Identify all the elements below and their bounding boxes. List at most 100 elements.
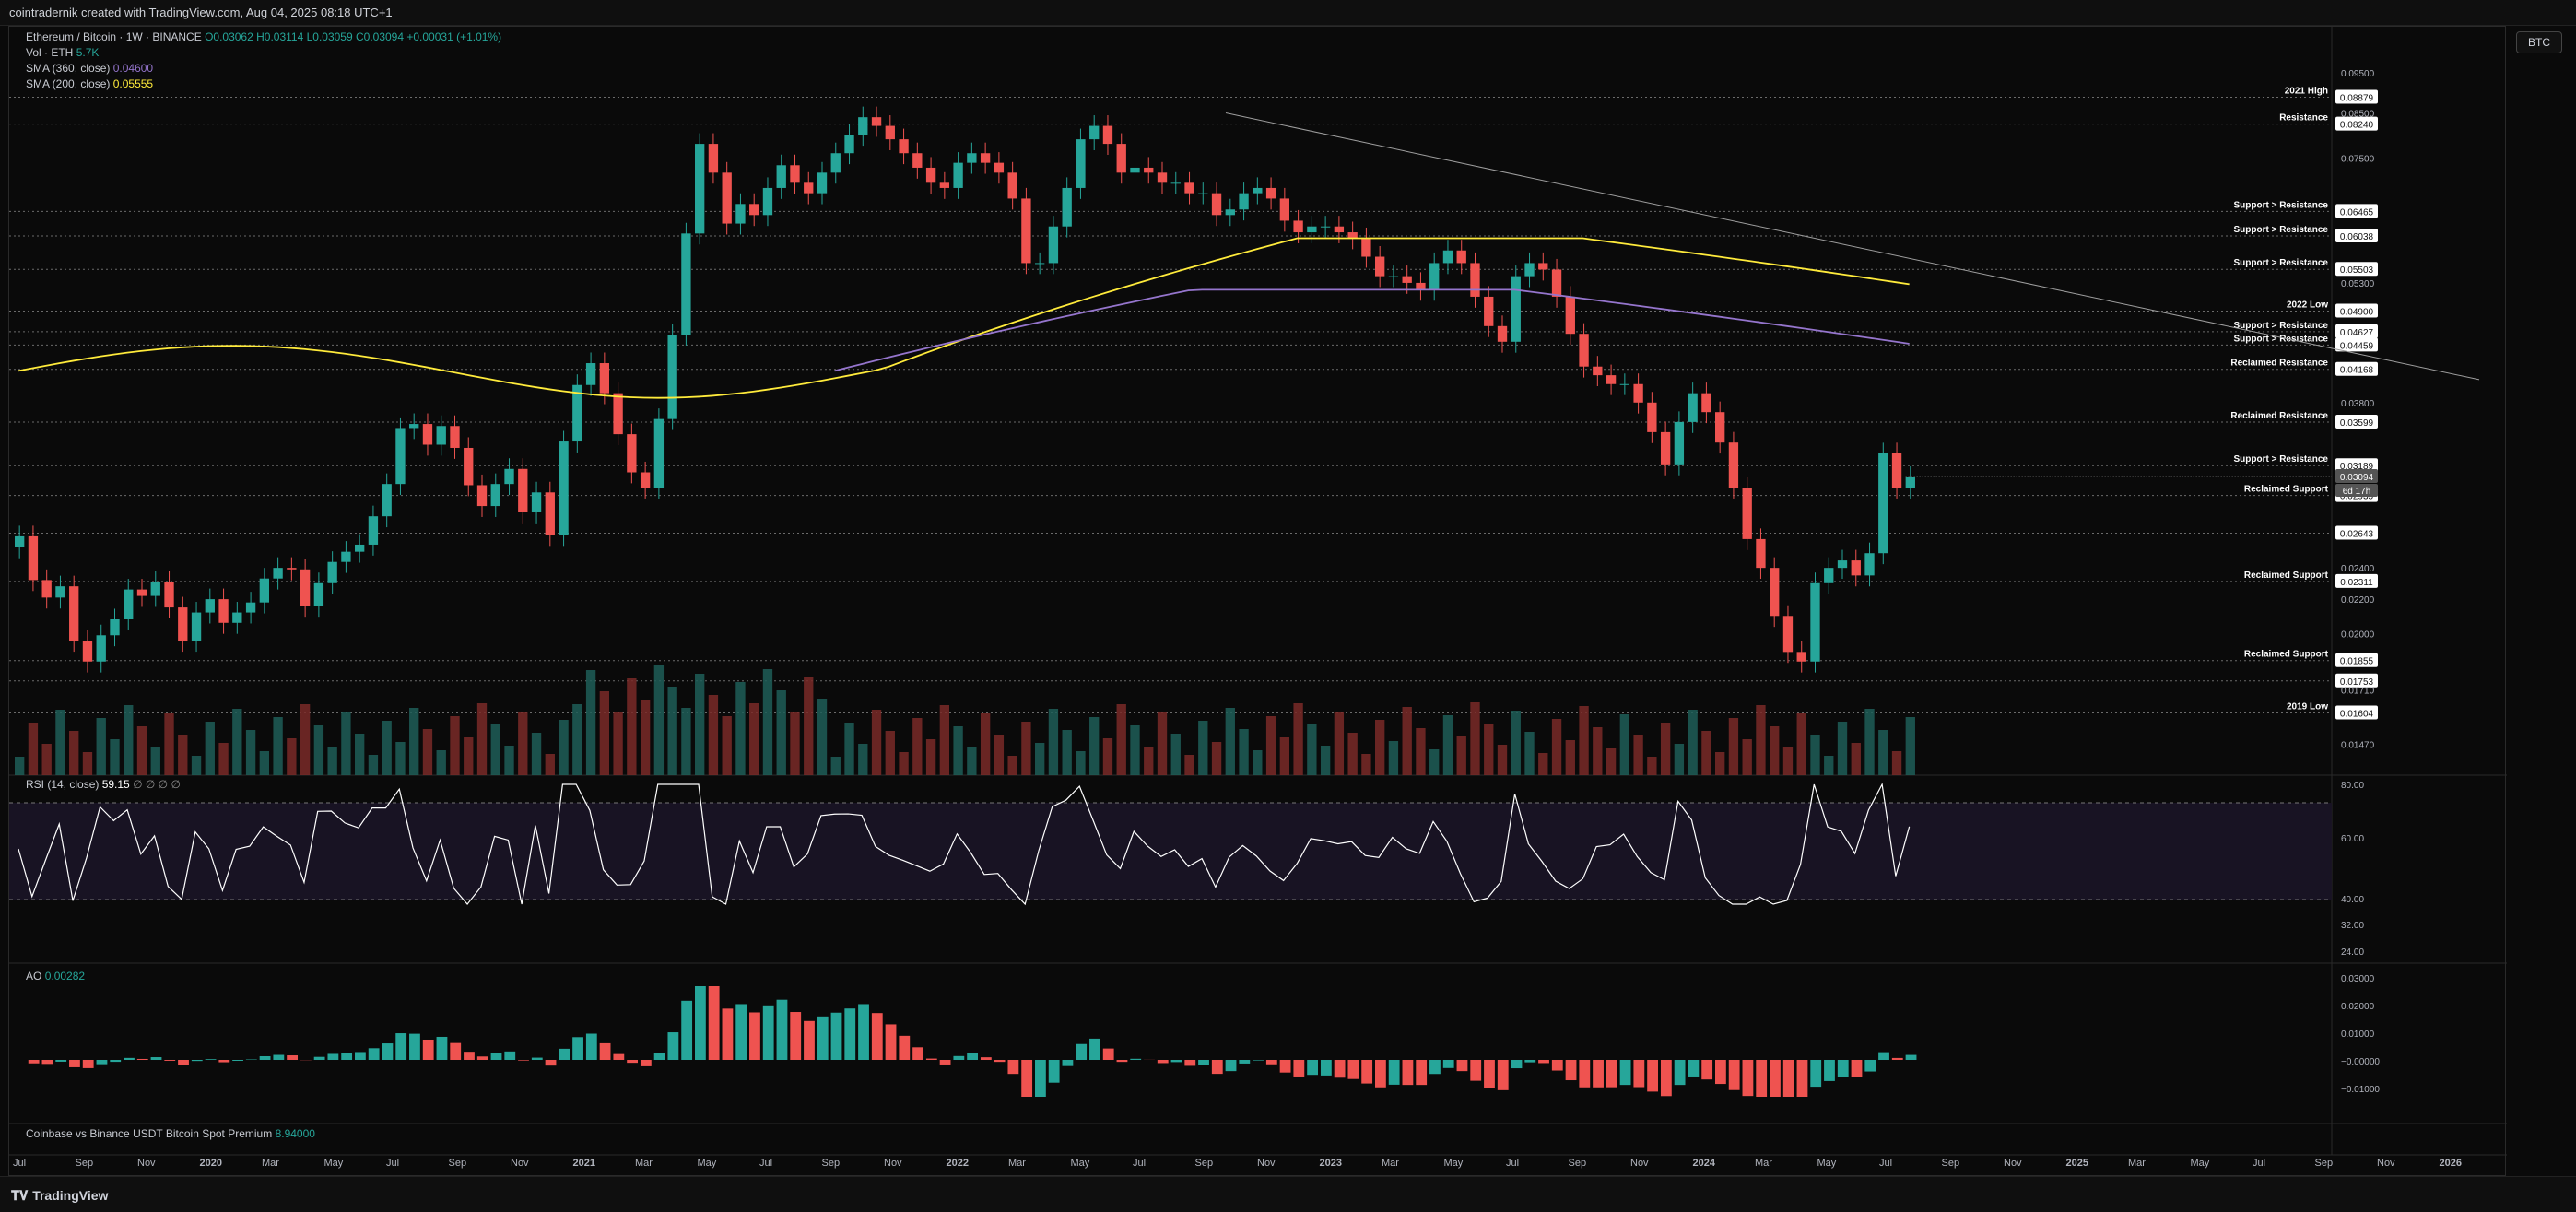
volume-label: Vol · ETH bbox=[26, 46, 73, 59]
ao-value: 0.00282 bbox=[45, 970, 85, 983]
volume-bar bbox=[858, 744, 867, 775]
candle-body bbox=[1729, 442, 1738, 488]
ao-bar bbox=[1878, 1053, 1889, 1060]
descending-trendline bbox=[1226, 113, 2479, 380]
candle-body bbox=[1049, 227, 1058, 264]
ao-bar bbox=[1593, 1060, 1604, 1088]
price-level-value: 0.02643 bbox=[2340, 530, 2374, 540]
ao-bar bbox=[1566, 1060, 1577, 1080]
volume-bar bbox=[491, 724, 500, 775]
volume-bar bbox=[1701, 731, 1711, 775]
ao-bar bbox=[1783, 1060, 1794, 1097]
candle-body bbox=[1361, 238, 1370, 256]
ao-bar bbox=[912, 1047, 923, 1060]
price-level-value: 0.04627 bbox=[2340, 328, 2374, 338]
chart-canvas[interactable]: 2021 High0.08879Resistance0.08240Support… bbox=[9, 27, 2507, 1177]
candle-body bbox=[97, 635, 106, 661]
volume-bar bbox=[899, 752, 908, 775]
x-axis-tick: Nov bbox=[137, 1158, 156, 1169]
sma360-label: SMA (360, close) bbox=[26, 62, 110, 75]
candle-body bbox=[641, 472, 650, 488]
volume-bar bbox=[1688, 710, 1697, 775]
volume-bar bbox=[1647, 757, 1656, 775]
ao-bar bbox=[327, 1053, 338, 1060]
candle-body bbox=[1403, 277, 1412, 283]
ao-bar bbox=[110, 1060, 121, 1062]
candle-body bbox=[1226, 209, 1235, 215]
candle-body bbox=[1457, 251, 1466, 264]
volume-bar bbox=[137, 726, 147, 775]
candle-body bbox=[1484, 297, 1493, 326]
ao-bar bbox=[899, 1036, 910, 1060]
ao-bar bbox=[1049, 1060, 1060, 1083]
ao-bar bbox=[1770, 1060, 1781, 1097]
ao-bar bbox=[613, 1054, 624, 1060]
candle-body bbox=[886, 126, 895, 140]
candle-body bbox=[1035, 263, 1044, 264]
ao-bar bbox=[1184, 1060, 1195, 1065]
currency-button[interactable]: BTC bbox=[2516, 31, 2562, 53]
candle-body bbox=[1117, 144, 1126, 172]
candle-body bbox=[994, 163, 1004, 173]
volume-bar bbox=[42, 744, 52, 775]
price-tick: 0.02000 bbox=[2341, 630, 2375, 640]
candle-body bbox=[504, 469, 513, 484]
candle-body bbox=[600, 363, 609, 394]
volume-bar bbox=[926, 739, 935, 775]
volume-bar bbox=[1743, 739, 1752, 775]
volume-bar bbox=[953, 726, 962, 775]
ao-bar bbox=[1103, 1049, 1114, 1060]
volume-bar bbox=[695, 674, 704, 775]
price-tick: 0.08500 bbox=[2341, 110, 2375, 120]
candle-body bbox=[192, 613, 201, 641]
ao-bar bbox=[1810, 1060, 1821, 1087]
volume-bar bbox=[1389, 741, 1398, 775]
candle-body bbox=[232, 613, 241, 623]
ao-bar bbox=[1824, 1060, 1835, 1081]
volume-bar bbox=[1675, 744, 1684, 775]
volume-bar bbox=[681, 708, 690, 775]
ao-label: AO bbox=[26, 970, 41, 983]
candle-body bbox=[341, 552, 350, 562]
candle-body bbox=[790, 165, 799, 182]
candle-body bbox=[1103, 126, 1112, 145]
candle-body bbox=[1307, 227, 1316, 232]
x-axis-tick: Mar bbox=[262, 1158, 279, 1169]
rsi-tick: 80.00 bbox=[2341, 781, 2364, 791]
volume-bar bbox=[1661, 723, 1670, 775]
candle-body bbox=[1743, 488, 1752, 539]
ao-bar bbox=[1470, 1060, 1481, 1081]
volume-bar bbox=[477, 703, 487, 775]
x-axis-tick: Jul bbox=[1506, 1158, 1519, 1169]
price-level-label: Support > Resistance bbox=[2233, 258, 2328, 268]
candle-body bbox=[355, 545, 364, 552]
tradingview-logo[interactable]: 𝐓𝐕 TradingView bbox=[11, 1188, 108, 1204]
candle-body bbox=[681, 233, 690, 335]
candle-body bbox=[287, 568, 296, 570]
ao-bar bbox=[29, 1060, 40, 1064]
candle-body bbox=[817, 172, 827, 193]
x-axis-tick: Jul bbox=[1879, 1158, 1892, 1169]
candle-body bbox=[940, 182, 949, 188]
candle-body bbox=[83, 641, 92, 662]
volume-bar bbox=[55, 710, 65, 775]
ao-bar bbox=[260, 1056, 271, 1060]
volume-bar bbox=[287, 738, 296, 775]
ao-bar bbox=[858, 1004, 869, 1060]
candle-body bbox=[1416, 283, 1425, 289]
price-tick: 0.01710 bbox=[2341, 686, 2375, 696]
rsi-tick: 24.00 bbox=[2341, 947, 2364, 958]
candle-body bbox=[735, 204, 745, 223]
ao-bar bbox=[546, 1060, 557, 1065]
ao-bar bbox=[763, 1006, 774, 1060]
candle-body bbox=[1239, 194, 1248, 210]
volume-bar bbox=[1361, 754, 1370, 775]
candle-body bbox=[1511, 277, 1521, 342]
ao-bar bbox=[137, 1059, 148, 1060]
symbol-legend: Ethereum / Bitcoin · 1W · BINANCE O0.030… bbox=[26, 30, 501, 43]
volume-bar bbox=[1579, 706, 1588, 775]
candle-body bbox=[178, 607, 187, 641]
ao-bar bbox=[477, 1056, 488, 1060]
candle-body bbox=[1076, 139, 1085, 188]
